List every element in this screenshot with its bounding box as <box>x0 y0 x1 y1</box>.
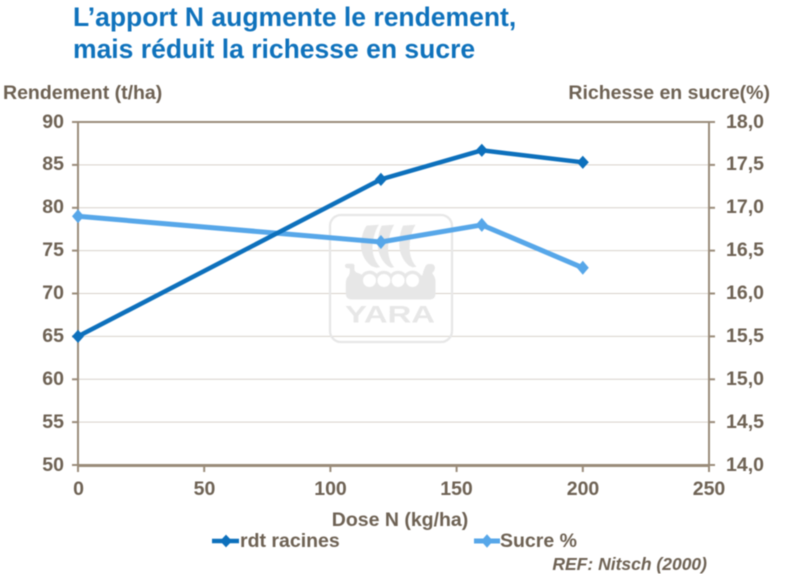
svg-text:YARA: YARA <box>345 302 435 329</box>
